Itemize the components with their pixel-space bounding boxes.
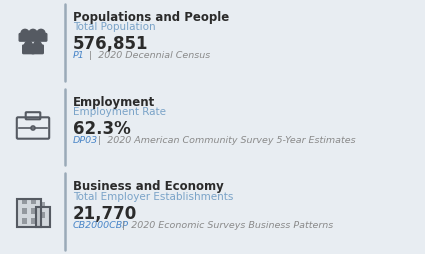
- Text: Total Population: Total Population: [73, 23, 156, 33]
- FancyBboxPatch shape: [35, 34, 47, 41]
- Bar: [31, 208, 36, 214]
- Text: |  2020 Decennial Census: | 2020 Decennial Census: [82, 52, 210, 60]
- Bar: [17, 199, 41, 227]
- Bar: [40, 202, 45, 208]
- Circle shape: [25, 41, 32, 49]
- Text: 21,770: 21,770: [73, 205, 137, 223]
- Text: 576,851: 576,851: [73, 36, 148, 54]
- Text: 62.3%: 62.3%: [73, 120, 131, 138]
- Circle shape: [37, 29, 45, 37]
- Circle shape: [29, 29, 37, 37]
- Bar: [36, 207, 50, 227]
- Bar: [22, 218, 27, 224]
- Bar: [22, 208, 27, 214]
- Text: P1: P1: [73, 52, 85, 60]
- Bar: [31, 218, 36, 224]
- Text: Employment: Employment: [73, 96, 155, 109]
- FancyBboxPatch shape: [23, 45, 34, 54]
- Text: DP03: DP03: [73, 136, 98, 145]
- Bar: [40, 212, 45, 218]
- Bar: [31, 198, 36, 204]
- Circle shape: [21, 29, 29, 37]
- Circle shape: [34, 41, 42, 49]
- Text: Employment Rate: Employment Rate: [73, 107, 166, 117]
- Text: CB2000CBP: CB2000CBP: [73, 221, 129, 230]
- Text: Populations and People: Populations and People: [73, 11, 229, 24]
- FancyBboxPatch shape: [27, 34, 39, 41]
- FancyBboxPatch shape: [32, 45, 43, 54]
- Text: |  2020 American Community Survey 5-Year Estimates: | 2020 American Community Survey 5-Year …: [92, 136, 356, 145]
- Text: Total Employer Establishments: Total Employer Establishments: [73, 192, 233, 202]
- Bar: [17, 199, 41, 227]
- Bar: [22, 198, 27, 204]
- Text: Business and Economy: Business and Economy: [73, 180, 224, 193]
- FancyBboxPatch shape: [19, 34, 31, 41]
- Text: |  2020 Economic Surveys Business Patterns: | 2020 Economic Surveys Business Pattern…: [116, 221, 334, 230]
- Bar: [36, 207, 50, 227]
